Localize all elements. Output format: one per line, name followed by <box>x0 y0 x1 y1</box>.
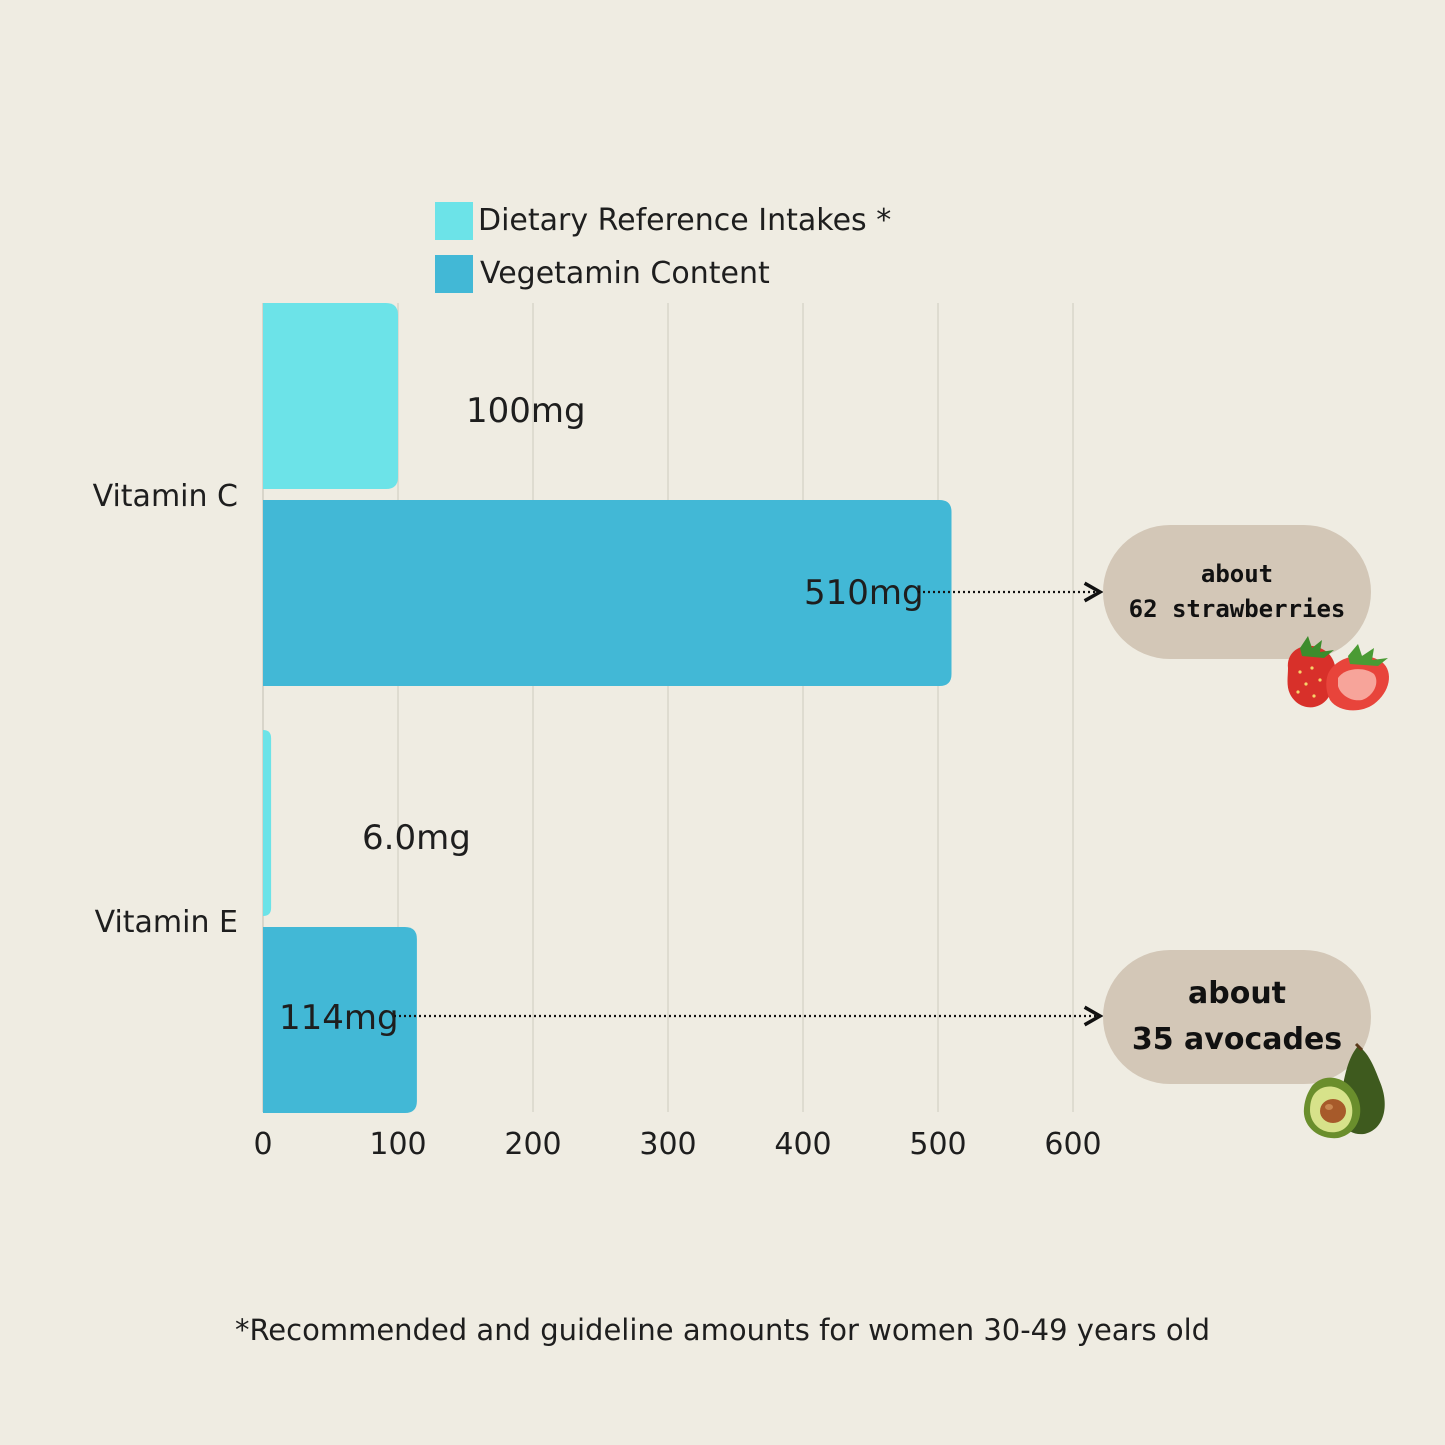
bar <box>263 303 398 489</box>
strawberry-icon <box>1287 636 1389 711</box>
labels: 0 100 200 300 400 500 600 Vitamin C 100mg 510mg Vi… <box>93 391 1102 1162</box>
avocado-icon <box>1303 1042 1385 1139</box>
callout-line2: 35 avocades <box>1131 1022 1343 1057</box>
bar <box>263 927 417 1113</box>
x-tick-label: 500 <box>909 1127 966 1162</box>
callout-line1: about <box>1187 975 1287 1011</box>
bar <box>263 500 952 686</box>
legend-swatch <box>435 255 473 293</box>
data-label: 100mg <box>466 391 586 431</box>
x-tick-label: 200 <box>504 1127 561 1162</box>
data-label: 114mg <box>279 998 399 1038</box>
x-tick-label: 600 <box>1044 1127 1101 1162</box>
callout-line1: about <box>1200 560 1274 589</box>
x-tick-label: 300 <box>639 1127 696 1162</box>
callout-strawberries: about 62 strawberries <box>1103 525 1371 659</box>
x-tick-label: 100 <box>369 1127 426 1162</box>
data-label: 510mg <box>804 573 924 613</box>
legend-label: Dietary Reference Intakes * <box>478 203 891 238</box>
legend: Dietary Reference Intakes * Vegetamin Con… <box>435 202 891 293</box>
category-label: Vitamin C <box>93 479 238 514</box>
x-tick-label: 0 <box>253 1127 272 1162</box>
category-label: Vitamin E <box>95 905 238 940</box>
x-tick-label: 400 <box>774 1127 831 1162</box>
bars <box>263 303 952 1113</box>
connectors <box>394 581 1104 1027</box>
legend-swatch <box>435 202 473 240</box>
data-label: 6.0mg <box>362 818 471 858</box>
footnote: *Recommended and guideline amounts for w… <box>234 1313 1211 1347</box>
legend-label: Vegetamin Content <box>480 256 770 291</box>
callout-avocados: about 35 avocades <box>1103 950 1371 1084</box>
bar <box>263 730 272 916</box>
callout-line2: 62 strawberries <box>1128 595 1346 623</box>
